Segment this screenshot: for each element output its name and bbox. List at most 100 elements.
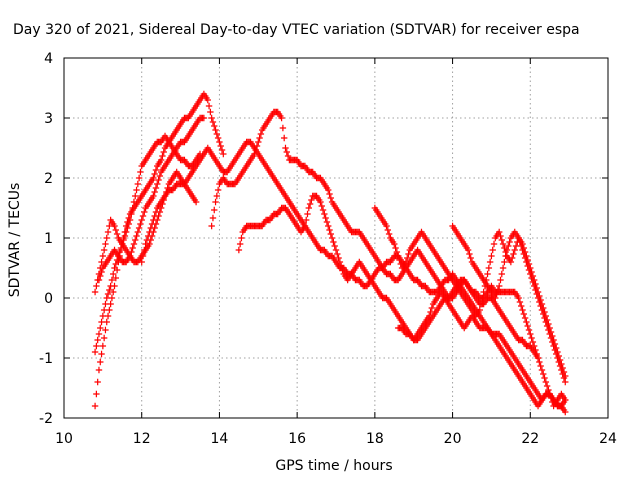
data-point	[497, 232, 504, 240]
data-point	[518, 302, 525, 310]
data-point	[537, 362, 544, 370]
y-tick-label: 0	[44, 291, 53, 307]
data-point	[325, 186, 332, 194]
data-point	[336, 258, 344, 266]
data-point	[304, 210, 311, 218]
data-point	[212, 198, 219, 206]
data-point	[216, 138, 223, 146]
data-point	[135, 174, 143, 182]
data-point	[498, 270, 505, 278]
data-point	[480, 288, 487, 296]
data-point	[99, 312, 107, 320]
data-point	[217, 142, 224, 150]
data-point	[405, 250, 412, 258]
data-point	[521, 314, 529, 322]
series-arc-6	[208, 108, 542, 362]
data-point	[257, 130, 265, 138]
data-point	[93, 282, 100, 290]
data-point	[529, 338, 537, 346]
data-point	[144, 232, 152, 240]
data-point	[130, 240, 138, 248]
data-point	[142, 240, 149, 248]
data-point	[91, 348, 99, 356]
series-arc-7	[235, 192, 569, 416]
data-point	[130, 198, 138, 206]
data-point	[543, 322, 551, 330]
data-point	[511, 246, 518, 254]
data-point	[139, 212, 147, 220]
data-point	[332, 246, 340, 254]
data-point	[208, 222, 215, 230]
data-point	[133, 232, 140, 240]
data-point	[496, 282, 503, 290]
data-point	[100, 334, 108, 342]
data-point	[160, 148, 167, 156]
data-point	[385, 230, 393, 238]
data-point	[529, 278, 537, 286]
data-point	[98, 268, 105, 276]
data-point	[256, 134, 263, 142]
data-point	[519, 306, 526, 314]
data-point	[393, 248, 401, 256]
x-tick-label: 12	[133, 431, 151, 447]
data-point	[192, 198, 200, 206]
data-point	[559, 370, 566, 378]
data-point	[151, 170, 158, 178]
data-point	[515, 294, 522, 302]
data-point	[255, 138, 262, 146]
data-point	[330, 238, 337, 246]
data-point	[528, 334, 535, 342]
data-point	[558, 366, 565, 374]
data-point	[209, 214, 217, 222]
data-point	[516, 238, 524, 246]
data-point	[121, 232, 129, 240]
data-point	[99, 252, 107, 260]
data-point	[213, 130, 221, 138]
data-point	[282, 144, 289, 152]
data-point	[134, 180, 142, 188]
data-point	[102, 240, 109, 248]
data-point	[235, 246, 243, 254]
data-point	[220, 150, 227, 158]
data-point	[148, 220, 156, 228]
data-point	[157, 156, 165, 164]
data-point	[209, 118, 217, 126]
data-point	[111, 222, 118, 230]
data-point	[325, 222, 332, 230]
data-point	[301, 222, 309, 230]
data-point	[305, 204, 312, 212]
data-point	[392, 244, 399, 252]
data-point	[508, 254, 516, 262]
data-point	[546, 330, 553, 338]
data-point	[208, 114, 215, 122]
data-point	[327, 230, 335, 238]
data-point	[515, 234, 522, 242]
x-axis-label: GPS time / hours	[275, 458, 392, 474]
data-point	[211, 206, 218, 214]
data-point	[143, 236, 151, 244]
data-point	[128, 248, 135, 256]
data-point	[213, 192, 221, 200]
data-point	[308, 196, 315, 204]
data-point	[545, 386, 552, 394]
data-point	[204, 96, 211, 104]
data-point	[334, 250, 341, 258]
series-arc-9	[394, 276, 569, 410]
data-point	[151, 188, 158, 196]
data-point	[519, 246, 526, 254]
x-tick-label: 20	[444, 431, 462, 447]
data-point	[102, 300, 109, 308]
data-point	[326, 226, 333, 234]
data-point	[91, 288, 99, 296]
data-point	[476, 306, 483, 314]
data-point	[339, 266, 346, 274]
data-point	[150, 174, 157, 182]
data-point	[536, 358, 543, 366]
data-point	[484, 270, 491, 278]
data-point	[94, 336, 101, 344]
data-point	[138, 216, 145, 224]
y-axis-label: SDTVAR / TECUs	[7, 183, 23, 298]
data-point	[536, 298, 543, 306]
data-point	[236, 240, 244, 248]
